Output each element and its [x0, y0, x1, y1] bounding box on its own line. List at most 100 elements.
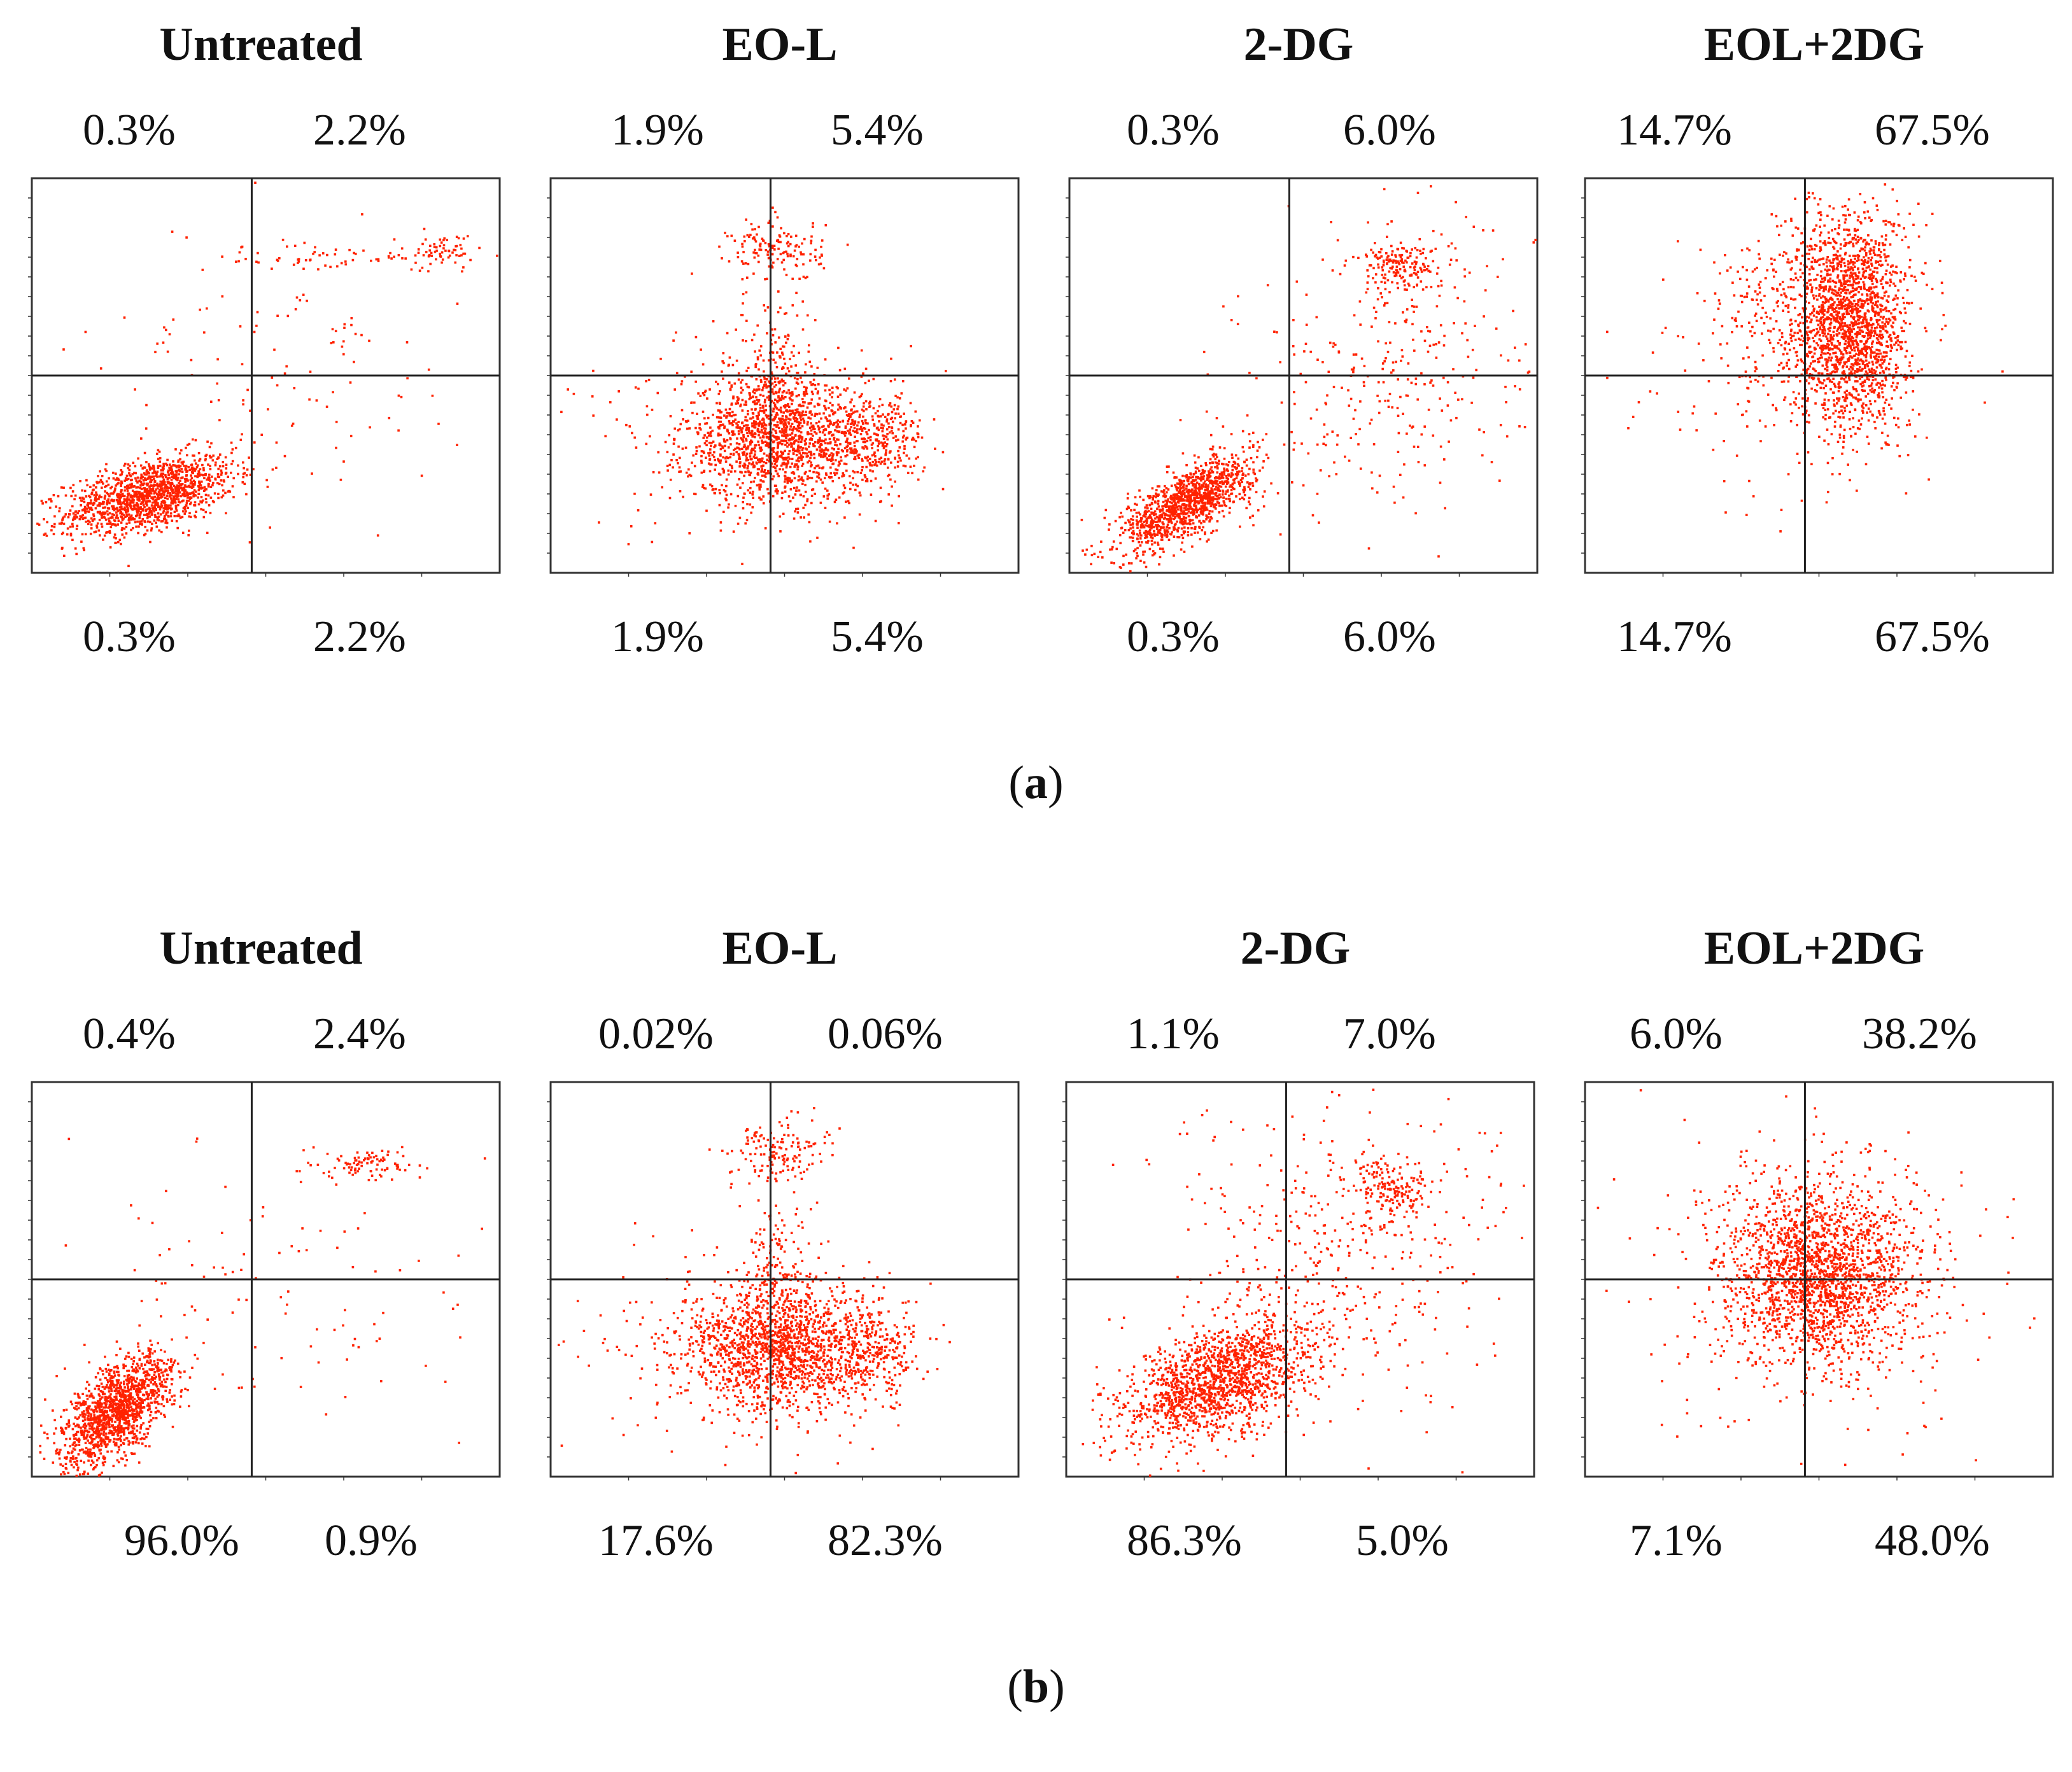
event-point	[99, 502, 101, 505]
event-point	[353, 361, 355, 363]
event-point	[814, 431, 816, 433]
event-point	[794, 377, 796, 379]
event-point	[1139, 530, 1141, 532]
event-point	[1211, 510, 1214, 513]
event-point	[782, 252, 785, 255]
event-point	[810, 253, 812, 256]
event-point	[150, 467, 152, 469]
event-point	[747, 410, 749, 412]
event-point	[802, 452, 805, 454]
event-point	[896, 408, 899, 411]
event-point	[232, 477, 235, 480]
event-point	[1198, 514, 1201, 517]
event-point	[817, 392, 819, 395]
event-point	[462, 253, 465, 255]
event-point	[1167, 465, 1170, 468]
event-point	[847, 244, 849, 246]
event-point	[1193, 473, 1195, 475]
event-point	[101, 526, 104, 528]
event-point	[795, 264, 798, 267]
event-point	[854, 411, 857, 413]
event-point	[810, 242, 812, 244]
event-point	[789, 500, 792, 503]
event-point	[125, 479, 128, 481]
event-point	[176, 509, 178, 512]
event-point	[827, 442, 829, 445]
event-point	[1152, 487, 1154, 489]
event-point	[1188, 510, 1190, 513]
event-point	[751, 425, 754, 428]
event-point	[779, 455, 781, 458]
event-point	[1214, 488, 1216, 491]
event-point	[767, 306, 770, 309]
event-point	[171, 230, 174, 233]
event-point	[181, 463, 184, 465]
event-point	[787, 389, 790, 391]
event-point	[910, 466, 912, 468]
event-point	[1176, 536, 1179, 538]
event-point	[1234, 462, 1237, 465]
event-point	[1257, 441, 1259, 444]
event-point	[102, 507, 105, 509]
event-point	[794, 420, 796, 423]
event-point	[777, 258, 779, 260]
event-point	[116, 483, 119, 486]
event-point	[843, 463, 846, 465]
event-point	[179, 453, 181, 455]
event-point	[1127, 497, 1129, 500]
event-point	[793, 442, 796, 445]
event-point	[719, 390, 721, 393]
event-point	[169, 504, 172, 507]
event-point	[43, 518, 45, 521]
event-point	[712, 454, 714, 456]
event-point	[853, 405, 856, 407]
event-point	[801, 456, 803, 459]
event-point	[1211, 492, 1213, 495]
upper-left-percent: 0.3%	[83, 102, 176, 159]
event-point	[400, 396, 403, 398]
event-point	[737, 447, 740, 449]
event-point	[132, 518, 134, 521]
event-point	[1166, 487, 1168, 489]
event-point	[891, 426, 894, 429]
event-point	[719, 504, 721, 507]
event-point	[682, 496, 684, 498]
event-point	[796, 450, 798, 453]
event-point	[902, 380, 905, 383]
event-point	[1192, 522, 1195, 524]
event-point	[740, 404, 742, 406]
event-point	[784, 486, 787, 488]
event-point	[808, 351, 810, 353]
event-point	[887, 439, 889, 441]
event-point	[218, 419, 221, 421]
event-point	[1188, 483, 1190, 486]
event-point	[362, 250, 365, 252]
event-point	[807, 423, 809, 426]
event-point	[786, 425, 789, 428]
event-point	[744, 236, 746, 238]
event-point	[722, 352, 725, 355]
event-point	[731, 402, 733, 405]
event-point	[756, 234, 758, 236]
event-point	[763, 461, 765, 463]
event-point	[389, 252, 391, 255]
event-point	[137, 496, 140, 498]
event-point	[652, 471, 655, 474]
event-point	[719, 442, 721, 445]
event-point	[888, 474, 891, 477]
event-point	[194, 475, 197, 477]
event-point	[1237, 481, 1240, 483]
event-point	[456, 245, 458, 248]
event-point	[814, 249, 817, 251]
event-point	[1211, 448, 1214, 451]
event-point	[1216, 501, 1219, 503]
event-point	[1232, 469, 1234, 472]
event-point	[761, 423, 763, 425]
event-point	[789, 410, 792, 412]
event-point	[184, 484, 187, 487]
event-point	[729, 423, 731, 425]
event-point	[1197, 476, 1199, 479]
event-point	[1179, 496, 1181, 498]
event-point	[849, 442, 852, 445]
event-point	[1221, 472, 1223, 474]
